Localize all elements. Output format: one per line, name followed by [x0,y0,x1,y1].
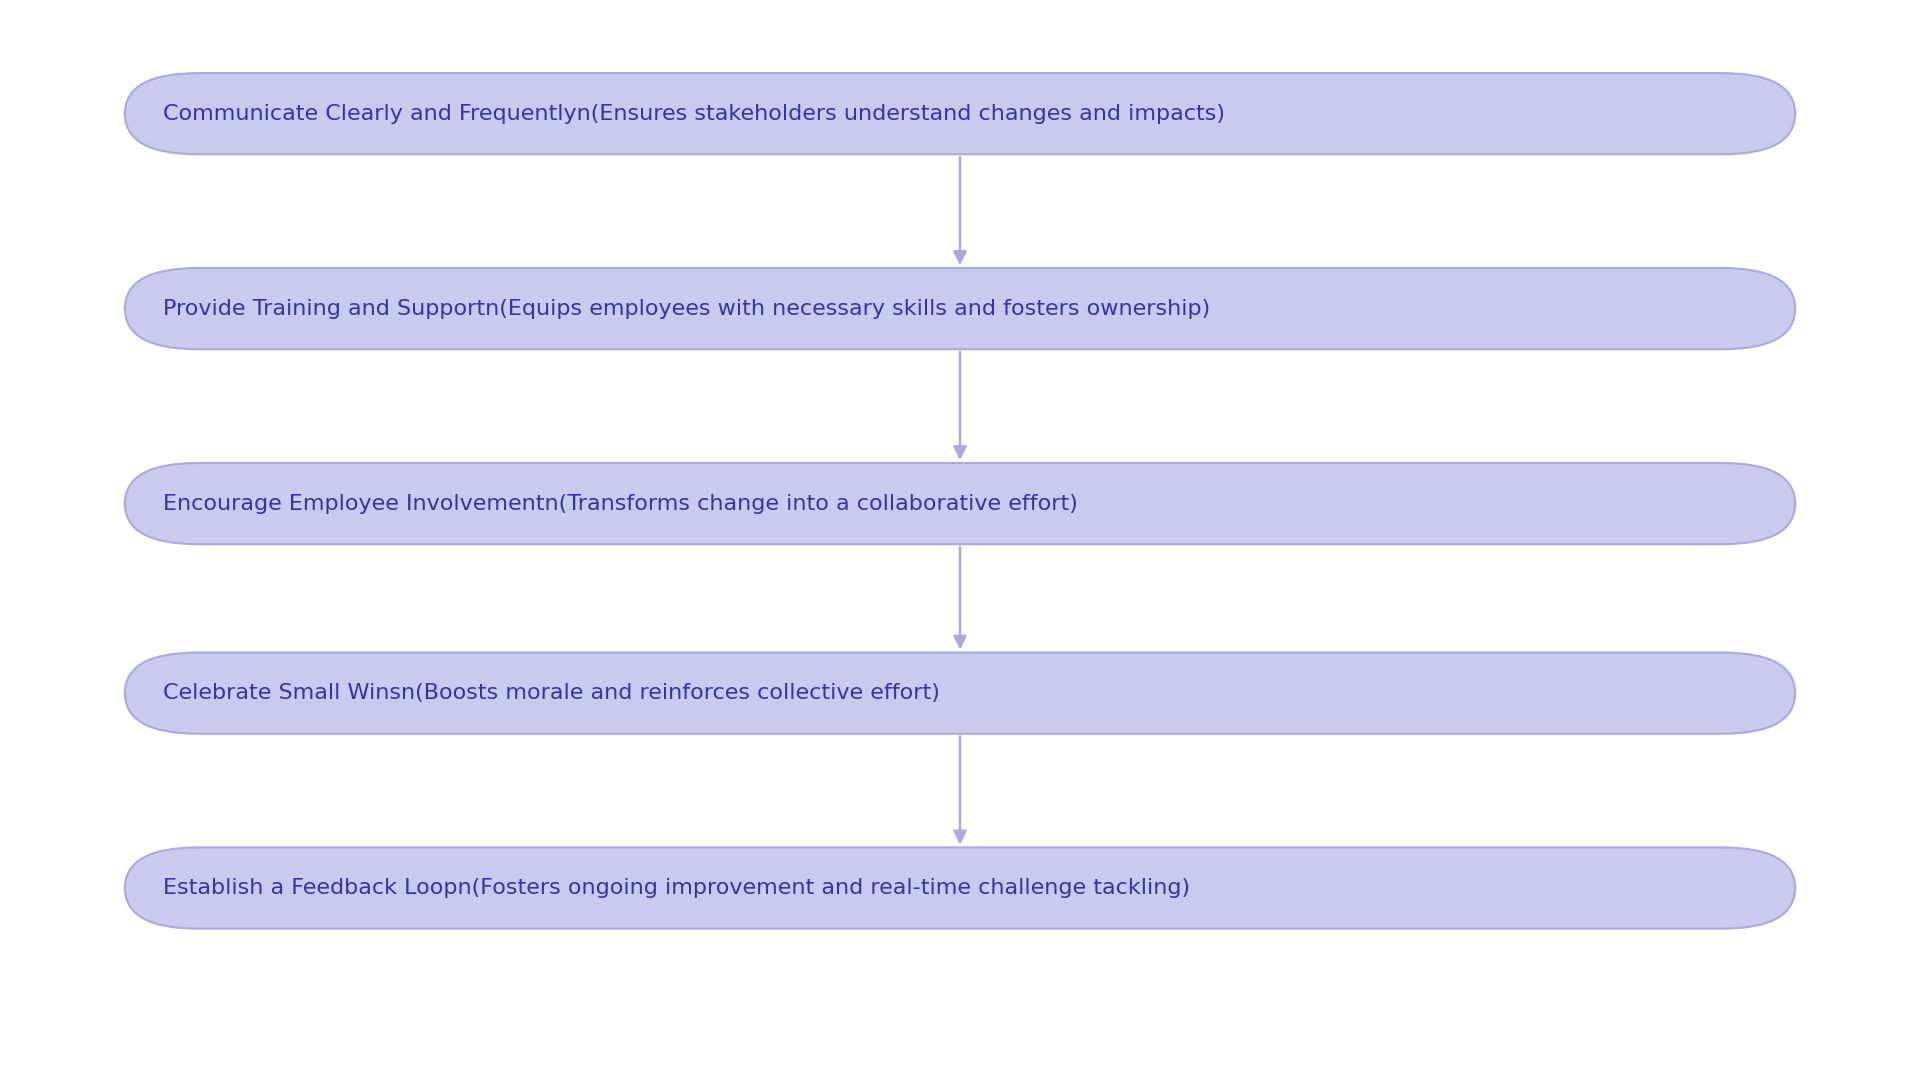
FancyBboxPatch shape [125,464,1795,544]
Text: Communicate Clearly and Frequentlyn(Ensures stakeholders understand changes and : Communicate Clearly and Frequentlyn(Ensu… [163,104,1225,123]
Text: Establish a Feedback Loopn(Fosters ongoing improvement and real-time challenge t: Establish a Feedback Loopn(Fosters ongoi… [163,878,1190,898]
Text: Encourage Employee Involvementn(Transforms change into a collaborative effort): Encourage Employee Involvementn(Transfor… [163,494,1077,513]
Text: Celebrate Small Winsn(Boosts morale and reinforces collective effort): Celebrate Small Winsn(Boosts morale and … [163,683,941,703]
FancyBboxPatch shape [125,847,1795,929]
Text: Provide Training and Supportn(Equips employees with necessary skills and fosters: Provide Training and Supportn(Equips emp… [163,299,1210,318]
FancyBboxPatch shape [125,74,1795,155]
FancyBboxPatch shape [125,652,1795,734]
FancyBboxPatch shape [125,269,1795,349]
